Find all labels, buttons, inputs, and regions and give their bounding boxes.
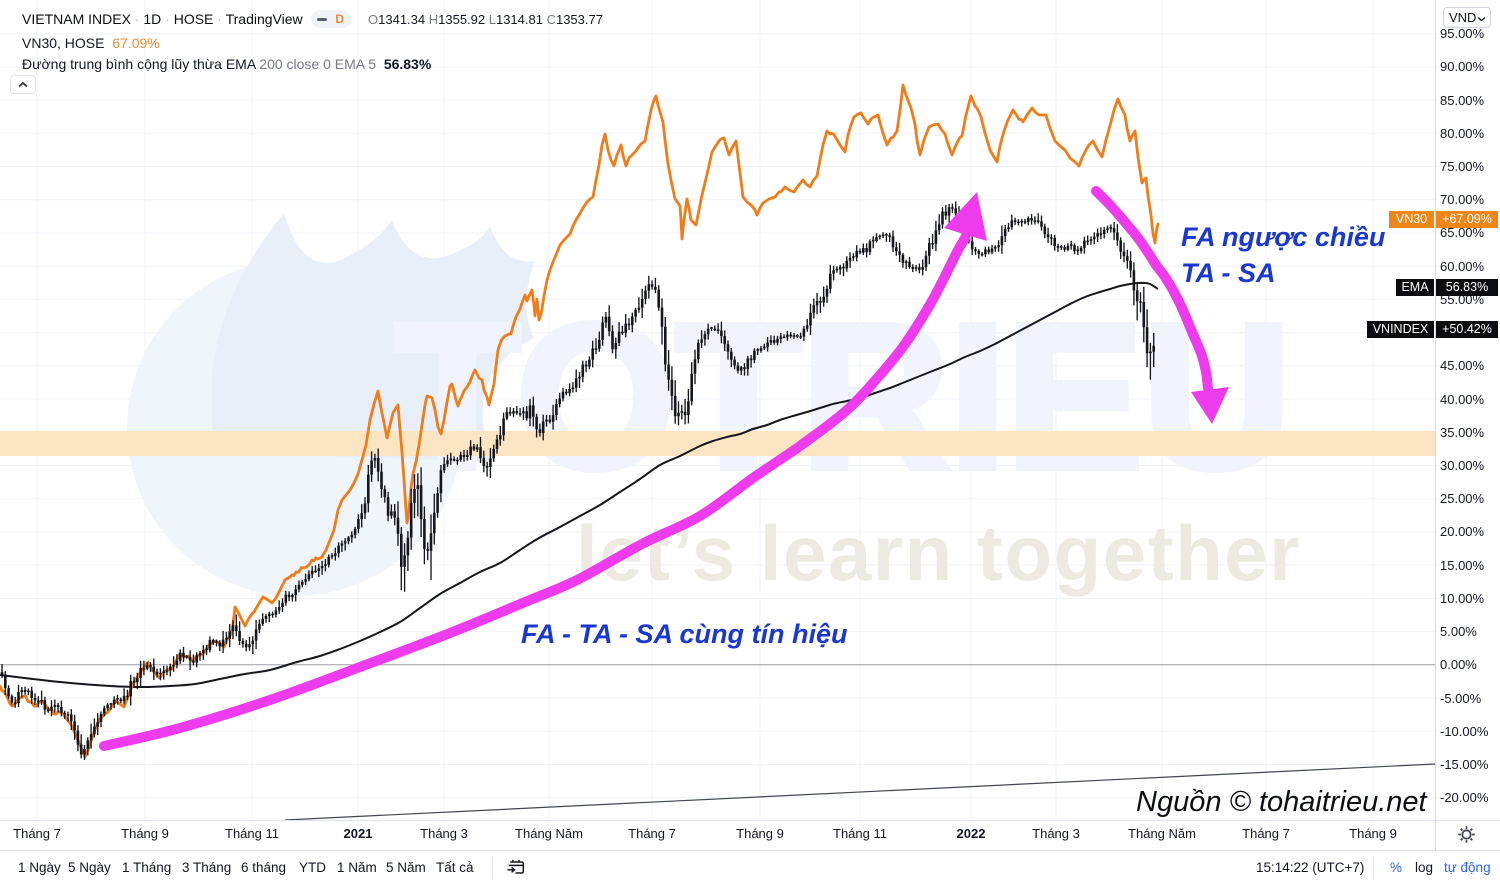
svg-text:TOTRIEU: TOTRIEU [395,282,1291,511]
svg-text:let’s learn together: let’s learn together [576,509,1301,597]
